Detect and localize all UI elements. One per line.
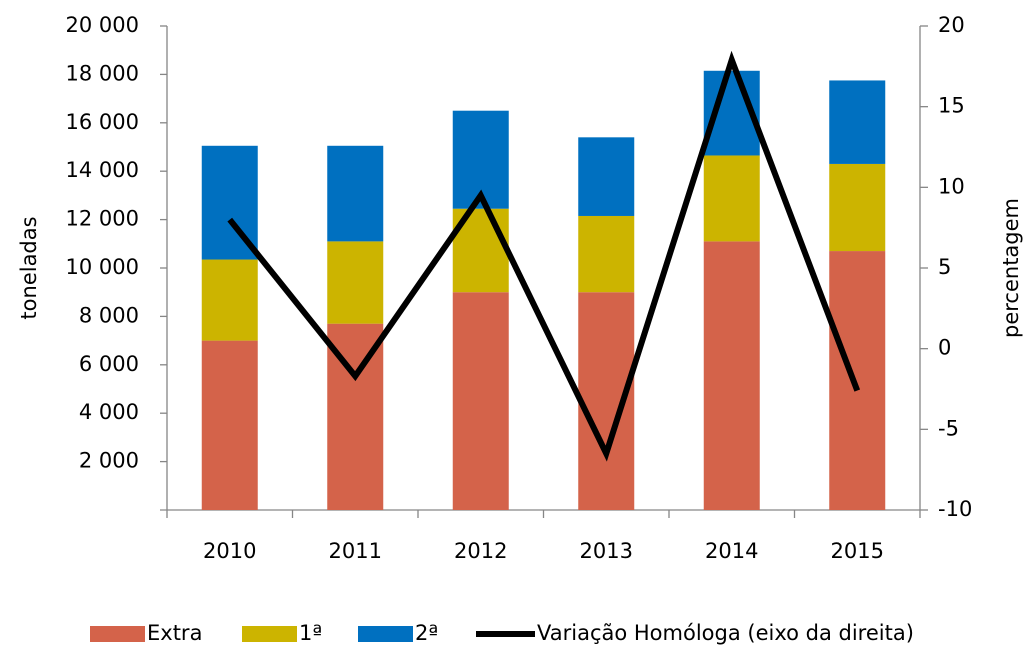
y-tick-label: 20 000 (66, 13, 139, 37)
bar (829, 80, 886, 164)
bar (452, 292, 509, 510)
bar (327, 145, 384, 242)
y2-tick-label: 15 (938, 94, 965, 118)
y-tick-label: 12 000 (66, 207, 139, 231)
x-tick-label: 2010 (203, 539, 256, 563)
y2-tick-label: -10 (938, 497, 972, 521)
x-tick-label: 2013 (580, 539, 633, 563)
y2-tick-label: -5 (938, 416, 959, 440)
y2-tick-label: 10 (938, 174, 965, 198)
bar (703, 241, 760, 510)
y-tick-label: 14 000 (66, 158, 139, 182)
legend-label: Variação Homóloga (eixo da direita) (537, 621, 914, 645)
bar (201, 259, 258, 341)
bar (578, 215, 635, 293)
line (227, 50, 861, 462)
y2-axis-title: percentagem (999, 198, 1023, 338)
bar (201, 340, 258, 510)
legend-label: 2ª (415, 621, 438, 645)
legend-label: 1ª (299, 621, 322, 645)
x-tick-label: 2015 (831, 539, 884, 563)
bar (829, 251, 886, 510)
bar (829, 163, 886, 252)
y-tick-label: 8 000 (79, 303, 139, 327)
y-tick-label: 10 000 (66, 255, 139, 279)
legend-label: Extra (147, 621, 202, 645)
bar (578, 137, 635, 216)
y2-tick-label: 5 (938, 255, 951, 279)
legend-swatch (242, 626, 297, 642)
y-tick-label: 16 000 (66, 110, 139, 134)
y-tick-label: 6 000 (79, 352, 139, 376)
y2-tick-label: 20 (938, 13, 965, 37)
bar (703, 155, 760, 242)
y-tick-label: 4 000 (79, 400, 139, 424)
y-tick-label: 18 000 (66, 61, 139, 85)
y-tick-label: 2 000 (79, 449, 139, 473)
bar (327, 241, 384, 324)
x-tick-label: 2012 (454, 539, 507, 563)
legend-swatch (358, 626, 413, 642)
x-tick-label: 2014 (705, 539, 758, 563)
y-axis-title: toneladas (17, 216, 41, 319)
x-tick-label: 2011 (329, 539, 382, 563)
legend-swatch (90, 626, 145, 642)
y2-tick-label: 0 (938, 336, 951, 360)
